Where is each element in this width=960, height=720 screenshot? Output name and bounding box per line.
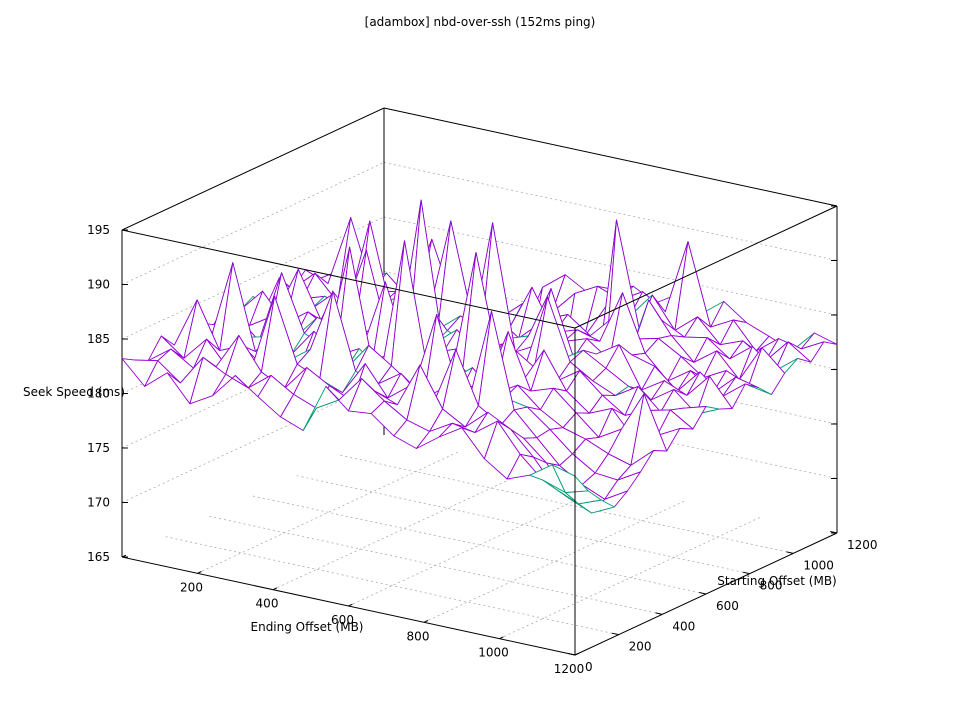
y-tick xyxy=(568,653,576,656)
z-tick-label: 175 xyxy=(87,441,110,455)
wall-grid-line xyxy=(121,162,385,285)
surface-mesh xyxy=(121,199,838,514)
z-tick-label: 180 xyxy=(87,387,110,401)
z-tick-label: 165 xyxy=(87,550,110,564)
x-tick xyxy=(574,652,580,656)
floor-grid-line xyxy=(340,454,794,554)
z-tick-label: 185 xyxy=(87,332,110,346)
y-tick xyxy=(786,551,794,554)
floor-grid-line xyxy=(197,451,460,574)
floor-grid-line xyxy=(296,475,750,575)
z-tick-label: 170 xyxy=(87,496,110,510)
y-tick-label: 800 xyxy=(760,579,783,593)
y-tick xyxy=(655,612,663,615)
y-tick-label: 400 xyxy=(672,619,695,633)
box-edge xyxy=(383,107,838,207)
floor-grid-line xyxy=(272,467,536,590)
x-tick-label: 1000 xyxy=(478,646,509,660)
chart-title: [adambox] nbd-over-ssh (152ms ping) xyxy=(365,15,596,29)
box-edge xyxy=(121,229,576,329)
y-tick xyxy=(699,592,707,595)
wall-grid-line xyxy=(383,162,838,261)
z-tick-label: 190 xyxy=(87,278,110,292)
y-tick xyxy=(742,571,750,575)
z-axis-label: Seek Speed (ms) xyxy=(23,385,125,399)
box-edge xyxy=(574,205,838,329)
y-tick-label: 1000 xyxy=(803,558,834,572)
y-tick-label: 600 xyxy=(716,599,739,613)
box-edge xyxy=(121,107,385,231)
floor-grid-line xyxy=(252,495,707,595)
x-tick-label: 1200 xyxy=(554,662,585,676)
x-tick xyxy=(348,603,353,607)
y-axis-label: Starting Offset (MB) xyxy=(717,574,837,588)
x-tick-label: 800 xyxy=(407,629,430,643)
y-tick xyxy=(611,632,619,636)
floor-grid-line xyxy=(423,500,687,623)
x-tick-label: 200 xyxy=(180,580,203,594)
y-tick-label: 1200 xyxy=(847,538,878,552)
x-axis-label: Ending Offset (MB) xyxy=(251,620,364,634)
wall-grid-line xyxy=(121,216,385,340)
floor-grid-line xyxy=(165,536,619,636)
x-tick xyxy=(423,620,429,623)
x-tick-label: 400 xyxy=(256,597,279,611)
floor-grid-line xyxy=(209,515,663,615)
x-tick xyxy=(272,587,278,591)
x-tick xyxy=(499,636,504,640)
y-tick-label: 0 xyxy=(585,660,593,674)
x-tick-label: 600 xyxy=(331,613,354,627)
surface-cell xyxy=(551,464,589,493)
z-tick-label: 195 xyxy=(87,223,110,237)
y-tick-label: 200 xyxy=(629,640,652,654)
x-tick xyxy=(197,571,202,574)
